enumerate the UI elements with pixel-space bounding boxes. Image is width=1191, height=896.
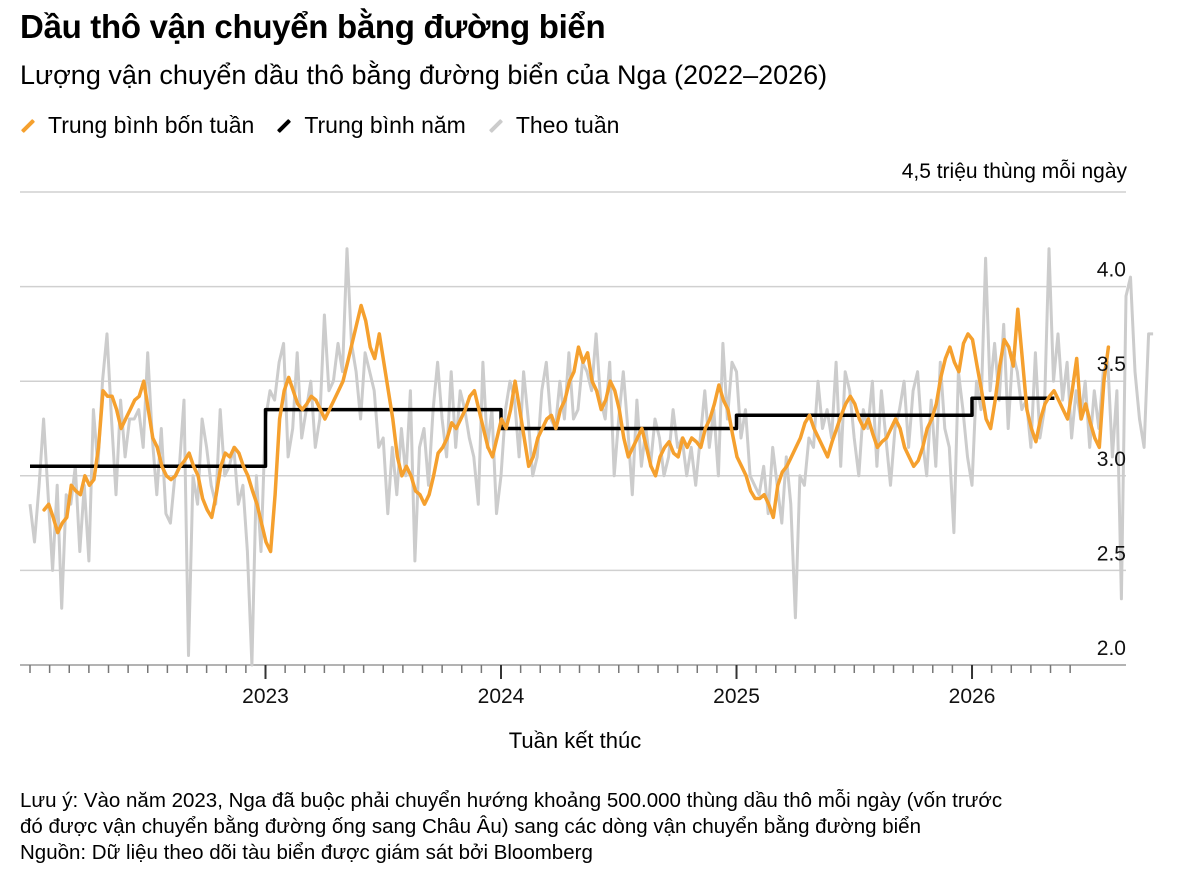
legend-item-annual-average: Trung bình năm bbox=[276, 112, 466, 139]
footnote: Lưu ý: Vào năm 2023, Nga đã buộc phải ch… bbox=[20, 788, 1170, 866]
chart-legend: Trung bình bốn tuần Trung bình năm Theo … bbox=[20, 112, 641, 139]
legend-item-weekly: Theo tuần bbox=[488, 112, 620, 139]
footnote-line-1: Lưu ý: Vào năm 2023, Nga đã buộc phải ch… bbox=[20, 789, 1003, 812]
y-tick-label: 2.5 bbox=[1097, 542, 1126, 565]
legend-label: Trung bình năm bbox=[304, 112, 466, 138]
series-line-annual-average bbox=[30, 396, 1055, 469]
series-line-weekly bbox=[28, 247, 1154, 667]
source-line: Nguồn: Dữ liệu theo dõi tàu biển được gi… bbox=[20, 841, 593, 864]
x-tick-label: 2026 bbox=[949, 685, 996, 708]
x-tick-label: 2024 bbox=[478, 685, 525, 708]
footnote-line-2: đó được vận chuyển bằng đường ống sang C… bbox=[20, 815, 921, 838]
legend-label: Theo tuần bbox=[515, 112, 620, 138]
y-axis-unit-label: 4,5 triệu thùng mỗi ngày bbox=[901, 160, 1127, 183]
legend-label: Trung bình bốn tuần bbox=[48, 112, 255, 138]
y-tick-label: 3.0 bbox=[1097, 448, 1126, 471]
y-tick-label: 3.5 bbox=[1097, 353, 1126, 376]
chart-subtitle: Lượng vận chuyển dầu thô bằng đường biển… bbox=[20, 60, 828, 90]
y-tick-label: 2.0 bbox=[1097, 637, 1126, 660]
series-line-four-week-average bbox=[42, 303, 1111, 554]
legend-item-four-week-average: Trung bình bốn tuần bbox=[20, 112, 254, 139]
chart-title: Dầu thô vận chuyển bằng đường biển bbox=[20, 8, 606, 45]
y-tick-label: 4.0 bbox=[1097, 259, 1126, 282]
x-tick-label: 2025 bbox=[713, 685, 760, 708]
x-tick-label: 2023 bbox=[242, 685, 289, 708]
x-axis-label: Tuần kết thúc bbox=[508, 728, 642, 753]
